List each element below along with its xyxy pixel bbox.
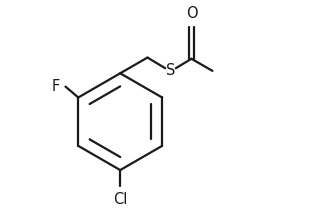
Text: O: O xyxy=(186,6,197,21)
Text: Cl: Cl xyxy=(113,192,127,207)
Text: S: S xyxy=(166,63,175,78)
Text: F: F xyxy=(51,79,59,94)
